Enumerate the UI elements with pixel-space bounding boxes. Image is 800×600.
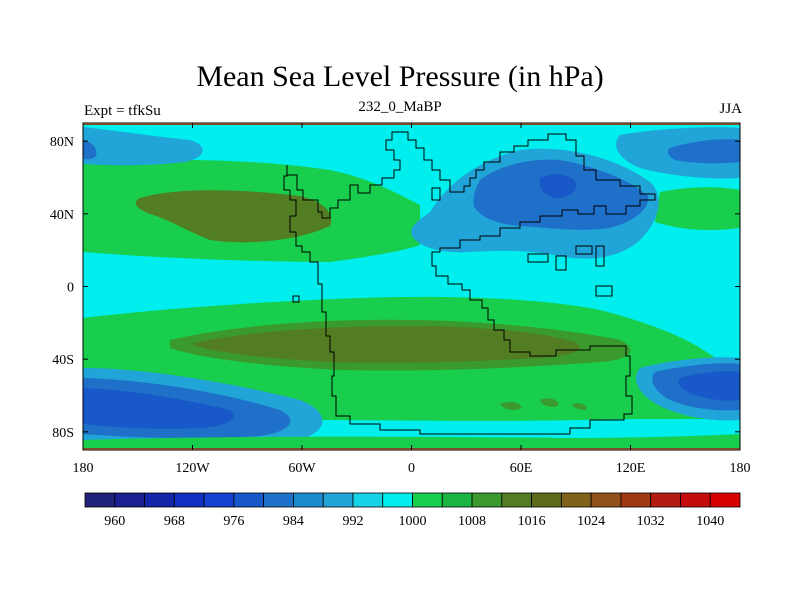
lon-tick-label: 60W: [288, 461, 316, 476]
colorbar-label: 1032: [637, 514, 665, 529]
lon-tick-label: 0: [408, 461, 415, 476]
colorbar-box: [203, 492, 235, 508]
colorbar-box: [173, 492, 205, 508]
colorbar-box: [680, 492, 711, 508]
colorbar-box: [233, 492, 265, 508]
colorbar-box: [501, 492, 532, 508]
latitude-axis: 80N 40N 0 40S 80S: [50, 135, 740, 441]
lon-tick-label: 60E: [510, 461, 533, 476]
lon-tick-label: 120E: [616, 461, 646, 476]
lon-tick-label: 120W: [175, 461, 210, 476]
lon-tick-label: 180: [730, 461, 751, 476]
colorbar-box: [352, 492, 384, 508]
colorbar: 960 968 976 984 992 1000 1008 1016 1024 1032 1040: [84, 492, 741, 529]
sh-high-core: [190, 326, 581, 363]
coastline-islands: [292, 187, 613, 303]
colorbar-label: 976: [223, 514, 244, 529]
colorbar-label: 992: [342, 514, 363, 529]
nh-high-east: [655, 187, 740, 230]
lat-tick-label: 80N: [50, 135, 74, 150]
nw-polar-low-core: [83, 140, 97, 160]
sw-subpolar-low-core: [83, 388, 234, 429]
colorbar-label: 960: [104, 514, 125, 529]
colorbar-label: 1040: [696, 514, 724, 529]
nh-high-core: [135, 190, 332, 243]
colorbar-box: [471, 492, 503, 508]
colorbar-label: 1016: [518, 514, 546, 529]
colorbar-label: 1000: [399, 514, 427, 529]
colorbar-label: 1024: [577, 514, 605, 529]
colorbar-label: 1008: [458, 514, 486, 529]
lat-tick-label: 40N: [50, 208, 74, 223]
colorbar-box: [650, 492, 681, 508]
lon-tick-label: 180: [73, 461, 94, 476]
lat-tick-label: 80S: [52, 426, 74, 441]
nw-polar-low: [83, 127, 203, 166]
colorbar-box: [84, 492, 116, 508]
colorbar-box: [709, 492, 741, 508]
colorbar-box: [293, 492, 324, 508]
colorbar-box: [620, 492, 652, 508]
longitude-axis: 180 120W 60W 0 60E 120E 180: [73, 123, 751, 476]
lat-tick-label: 40S: [52, 353, 74, 368]
south-rim: [83, 434, 740, 450]
colorbar-box: [560, 492, 592, 508]
colorbar-label: 968: [164, 514, 185, 529]
colorbar-box: [441, 492, 473, 508]
ne-polar-low-core: [667, 139, 740, 164]
colorbar-box: [531, 492, 562, 508]
colorbar-label: 984: [283, 514, 304, 529]
colorbar-box: [382, 492, 413, 508]
colorbar-box: [322, 492, 354, 508]
se-subpolar-low-core: [678, 371, 740, 401]
pressure-field: [83, 123, 740, 450]
lat-tick-label: 0: [67, 281, 74, 296]
colorbar-box: [590, 492, 622, 508]
experiment-label: Expt = tfkSu: [84, 103, 161, 119]
colorbar-box: [263, 492, 294, 508]
season-label: JJA: [719, 101, 742, 117]
chart-title: Mean Sea Level Pressure (in hPa): [196, 60, 604, 93]
colorbar-box: [114, 492, 145, 508]
time-label: 232_0_MaBP: [358, 99, 442, 115]
colorbar-box: [412, 492, 443, 508]
east-low-core: [539, 174, 577, 198]
sh-high-core-east: [500, 398, 587, 411]
coastline: [283, 131, 656, 435]
colorbar-box: [144, 492, 175, 508]
